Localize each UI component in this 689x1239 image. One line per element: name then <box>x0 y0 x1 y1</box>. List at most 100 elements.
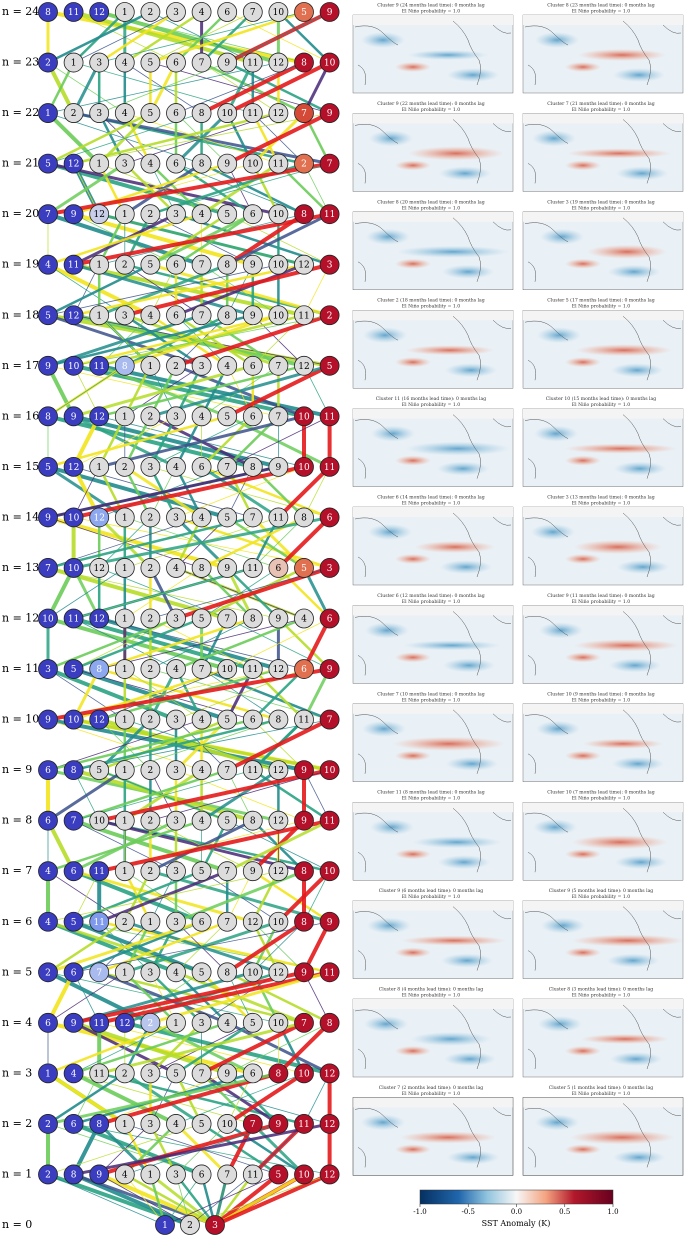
node <box>191 810 212 831</box>
map-frame <box>352 1097 514 1176</box>
node-label: 4 <box>199 412 205 422</box>
node-label: 5 <box>301 8 307 18</box>
edge <box>47 768 126 822</box>
node <box>140 709 161 730</box>
map-title: Cluster 10 (7 months lead time): 0 month… <box>547 789 655 796</box>
node-label: 2 <box>301 160 307 170</box>
anomaly <box>406 345 494 356</box>
map-title: Cluster 2 (18 months lead time): 0 month… <box>377 297 485 304</box>
node <box>217 861 238 882</box>
node-label: 10 <box>68 362 80 372</box>
node <box>294 103 314 123</box>
node <box>89 52 110 73</box>
node <box>114 810 135 831</box>
node <box>140 810 161 831</box>
node-label: 6 <box>250 210 256 220</box>
level-label: n = 7 <box>2 864 32 877</box>
node <box>217 153 238 174</box>
node <box>166 305 186 326</box>
node <box>191 52 212 73</box>
edge <box>122 262 332 318</box>
node <box>268 1114 289 1134</box>
node <box>63 709 84 730</box>
anomaly <box>565 62 601 72</box>
node <box>294 254 314 275</box>
node-label: 4 <box>173 564 179 574</box>
node <box>242 861 263 882</box>
node-label: 1 <box>96 261 102 271</box>
edge <box>97 818 332 874</box>
map-subtitle: El Niño probability = 1.0 <box>402 598 460 605</box>
map <box>352 900 514 979</box>
node-label: 11 <box>247 1170 258 1180</box>
anomaly <box>615 855 667 870</box>
node <box>114 204 135 225</box>
node-label: 12 <box>93 412 104 422</box>
map-subtitle: El Niño probability = 1.0 <box>402 401 460 408</box>
node <box>294 153 314 174</box>
node <box>268 810 289 831</box>
map-title: Cluster 9 (11 months lead time): 0 month… <box>547 592 655 599</box>
map-field <box>523 15 683 86</box>
map-subtitle: El Niño probability = 1.0 <box>572 500 630 507</box>
node-label: 12 <box>93 8 104 18</box>
node <box>319 861 340 882</box>
node-label: 12 <box>93 210 104 220</box>
map-field <box>523 310 683 381</box>
node-label: 8 <box>96 1120 102 1130</box>
node-label: 4 <box>224 362 230 372</box>
coastline <box>354 512 512 578</box>
node-label: 3 <box>148 968 154 978</box>
anomaly <box>565 554 601 564</box>
node-label: 12 <box>68 463 79 473</box>
node <box>38 456 58 477</box>
map-subtitle: El Niño probability = 1.0 <box>572 598 630 605</box>
node-label: 11 <box>68 261 79 271</box>
node-label: 9 <box>301 817 307 827</box>
node-label: 9 <box>45 716 51 726</box>
node-label: 5 <box>224 716 230 726</box>
node-label: 7 <box>224 615 230 625</box>
node <box>63 153 84 174</box>
anomaly <box>612 756 664 771</box>
level-label: n = 11 <box>2 662 39 675</box>
node-label: 2 <box>148 817 154 827</box>
node <box>63 456 84 477</box>
node-label: 3 <box>122 160 128 170</box>
map-subtitle: El Niño probability = 1.0 <box>402 795 460 802</box>
colorbar-tick-label: -1.0 <box>413 1208 427 1216</box>
coastline <box>354 611 512 676</box>
node-label: 2 <box>148 1019 154 1029</box>
coastline <box>354 217 512 282</box>
anomaly <box>614 461 666 476</box>
node <box>114 355 135 376</box>
node <box>166 153 186 174</box>
node <box>242 52 263 73</box>
edge <box>73 415 177 468</box>
edge <box>73 1022 177 1074</box>
anomaly <box>439 166 491 181</box>
node <box>63 760 84 781</box>
node-label: 5 <box>148 59 154 69</box>
map-subtitle: El Niño probability = 1.0 <box>572 795 630 802</box>
node <box>114 608 135 629</box>
node-label: 3 <box>199 362 205 372</box>
map-field <box>523 605 683 676</box>
node <box>63 204 84 225</box>
node <box>268 153 289 174</box>
node-label: 2 <box>148 412 154 422</box>
edge <box>97 364 306 418</box>
map-field <box>523 408 683 479</box>
node-label: 7 <box>224 918 230 928</box>
node-label: 11 <box>324 463 335 473</box>
edge <box>46 10 152 64</box>
node <box>294 709 314 730</box>
node-label: 6 <box>71 968 77 978</box>
level-label: n = 5 <box>2 965 32 978</box>
node-label: 7 <box>224 1170 230 1180</box>
edge <box>174 1021 255 1075</box>
node <box>89 305 110 326</box>
colorbar-label: SST Anomaly (K) <box>482 1219 551 1228</box>
node-label: 7 <box>250 513 256 523</box>
map <box>352 998 514 1078</box>
